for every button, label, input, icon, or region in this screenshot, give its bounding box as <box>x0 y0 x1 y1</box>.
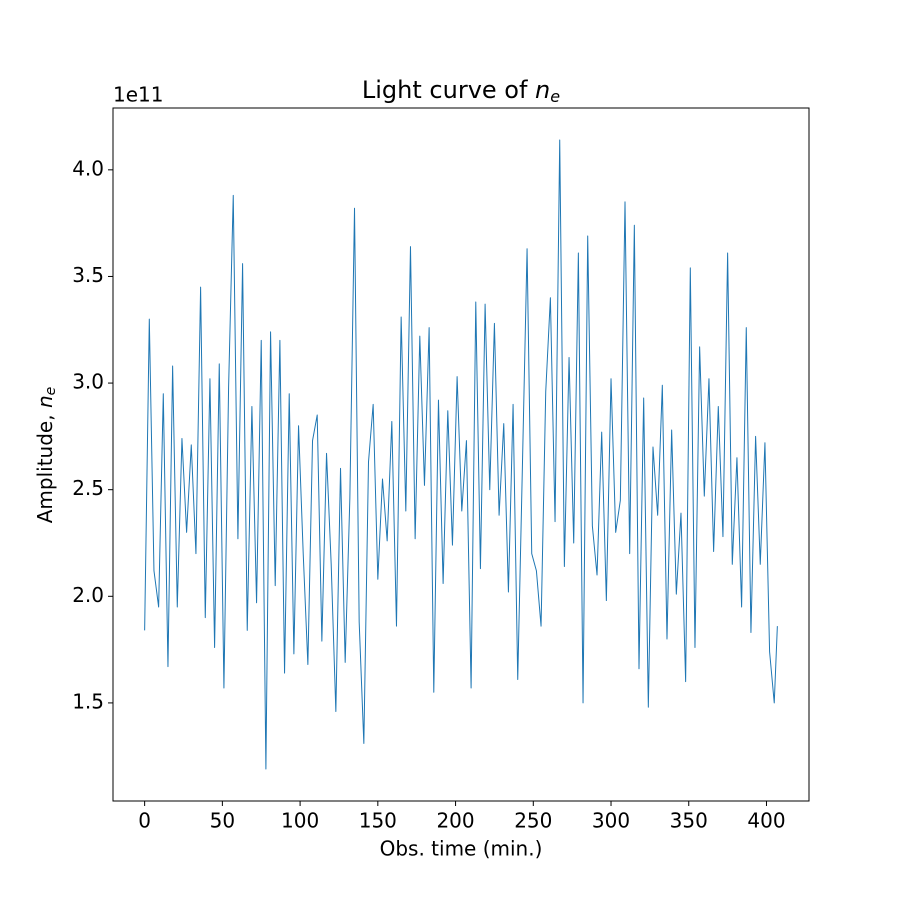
title-symbol: n <box>535 76 550 104</box>
x-tick-label: 150 <box>359 809 397 833</box>
y-tick-label: 3.5 <box>72 263 104 287</box>
x-tick-label: 50 <box>210 809 235 833</box>
data-line <box>144 139 778 770</box>
x-tick-label: 400 <box>747 809 785 833</box>
y-axis-label: Amplitude, ne <box>33 387 60 524</box>
ylabel-subscript: e <box>43 387 59 396</box>
x-tick-label: 100 <box>281 809 319 833</box>
ylabel-text: Amplitude, <box>33 408 57 523</box>
y-tick-label: 2.5 <box>72 476 104 500</box>
x-tick-label: 350 <box>670 809 708 833</box>
y-offset-label: 1e11 <box>113 83 163 107</box>
x-tick-label: 200 <box>436 809 474 833</box>
plot-frame <box>112 107 810 802</box>
x-tick-label: 0 <box>138 809 151 833</box>
title-subscript: e <box>550 87 560 106</box>
y-tick-label: 1.5 <box>72 689 104 713</box>
title-text: Light curve of <box>362 76 535 104</box>
y-tick-label: 3.0 <box>72 370 104 394</box>
y-tick-label: 2.0 <box>72 583 104 607</box>
x-tick-label: 250 <box>514 809 552 833</box>
chart-title: Light curve of ne <box>362 76 560 106</box>
x-tick-label: 300 <box>592 809 630 833</box>
x-axis-label: Obs. time (min.) <box>380 837 543 861</box>
ylabel-symbol: n <box>33 395 57 408</box>
y-tick-label: 4.0 <box>72 156 104 180</box>
